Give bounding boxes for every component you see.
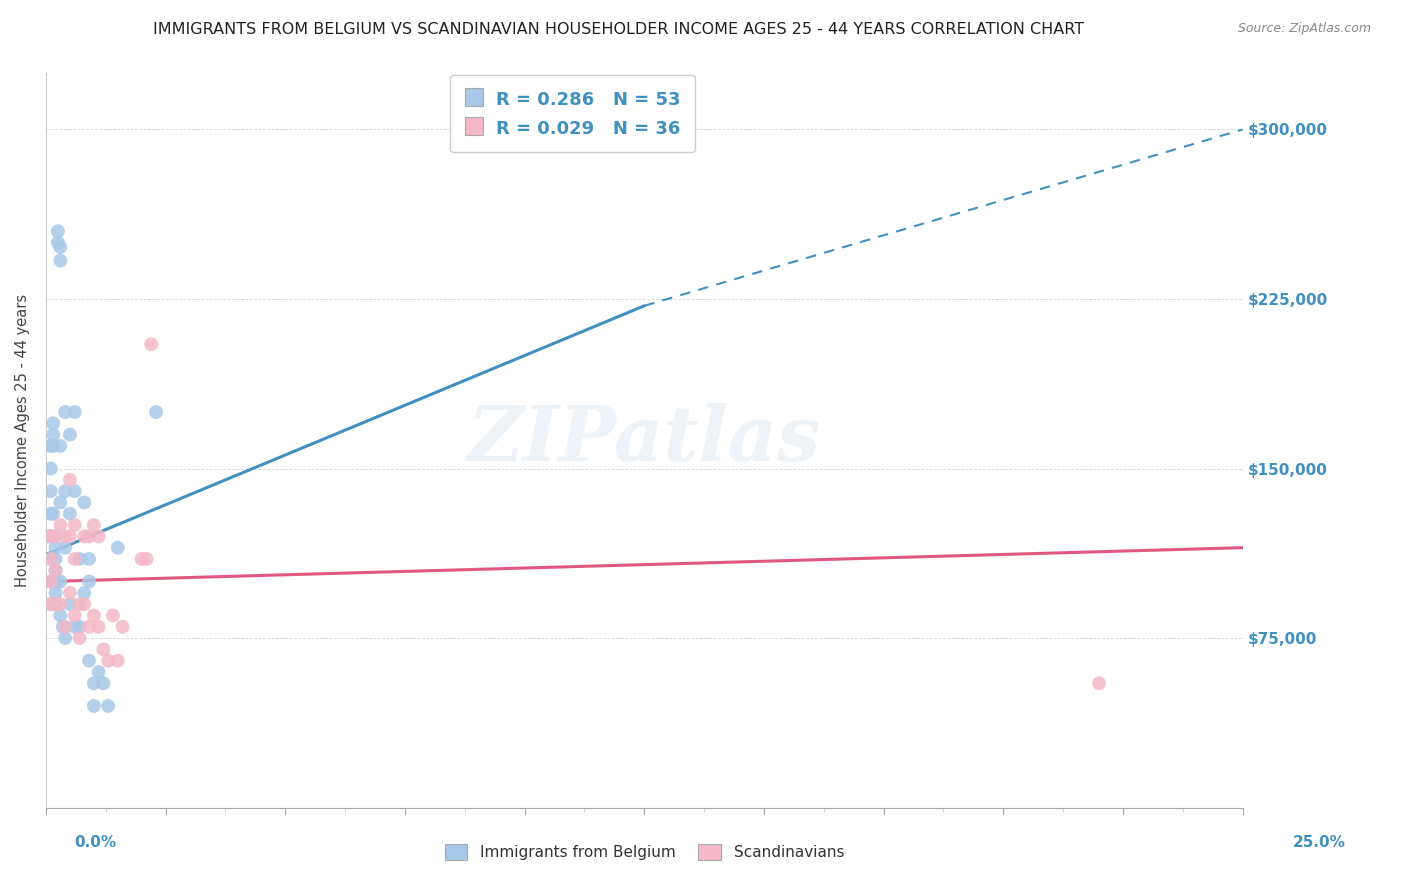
- Point: [101, 608, 124, 623]
- Point: [39, 597, 62, 611]
- Text: ZIPatlas: ZIPatlas: [468, 403, 821, 477]
- Point: [53, 529, 76, 543]
- Point: [59, 586, 82, 600]
- Point: [53, 405, 76, 419]
- Point: [45, 597, 67, 611]
- Point: [77, 620, 100, 634]
- Point: [49, 597, 72, 611]
- Point: [73, 529, 96, 543]
- Point: [45, 529, 67, 543]
- Point: [42, 529, 65, 543]
- Text: Source: ZipAtlas.com: Source: ZipAtlas.com: [1237, 22, 1371, 36]
- Point: [141, 337, 163, 351]
- Point: [45, 586, 67, 600]
- Point: [131, 552, 153, 566]
- Point: [39, 552, 62, 566]
- Point: [69, 597, 91, 611]
- Point: [39, 439, 62, 453]
- Point: [42, 507, 65, 521]
- Point: [53, 631, 76, 645]
- Point: [107, 541, 129, 555]
- Point: [59, 529, 82, 543]
- Point: [97, 654, 120, 668]
- Point: [42, 427, 65, 442]
- Point: [37, 529, 59, 543]
- Point: [77, 529, 100, 543]
- Point: [63, 484, 86, 499]
- Point: [45, 597, 67, 611]
- Point: [59, 473, 82, 487]
- Point: [45, 574, 67, 589]
- Point: [45, 563, 67, 577]
- Point: [49, 495, 72, 509]
- Point: [69, 631, 91, 645]
- Point: [39, 574, 62, 589]
- Point: [45, 552, 67, 566]
- Point: [53, 484, 76, 499]
- Point: [49, 574, 72, 589]
- Point: [73, 597, 96, 611]
- Point: [39, 529, 62, 543]
- Point: [93, 642, 115, 657]
- Point: [49, 518, 72, 533]
- Point: [77, 574, 100, 589]
- Point: [83, 608, 105, 623]
- Point: [69, 620, 91, 634]
- Point: [83, 676, 105, 690]
- Point: [77, 654, 100, 668]
- Point: [42, 417, 65, 431]
- Point: [46, 224, 69, 238]
- Text: 25.0%: 25.0%: [1292, 836, 1346, 850]
- Point: [53, 541, 76, 555]
- Point: [83, 518, 105, 533]
- Point: [46, 235, 69, 250]
- Point: [63, 620, 86, 634]
- Point: [73, 495, 96, 509]
- Point: [45, 541, 67, 555]
- Point: [63, 608, 86, 623]
- Point: [53, 620, 76, 634]
- Point: [42, 439, 65, 453]
- Point: [39, 552, 62, 566]
- Point: [107, 654, 129, 668]
- Point: [49, 253, 72, 268]
- Y-axis label: Householder Income Ages 25 - 44 years: Householder Income Ages 25 - 44 years: [15, 293, 30, 587]
- Text: IMMIGRANTS FROM BELGIUM VS SCANDINAVIAN HOUSEHOLDER INCOME AGES 25 - 44 YEARS CO: IMMIGRANTS FROM BELGIUM VS SCANDINAVIAN …: [153, 22, 1084, 37]
- Point: [59, 427, 82, 442]
- Point: [45, 563, 67, 577]
- Legend: R = 0.286   N = 53, R = 0.029   N = 36: R = 0.286 N = 53, R = 0.029 N = 36: [450, 75, 695, 153]
- Point: [52, 620, 75, 634]
- Point: [69, 552, 91, 566]
- Point: [39, 461, 62, 475]
- Point: [135, 552, 157, 566]
- Point: [73, 586, 96, 600]
- Point: [97, 698, 120, 713]
- Text: 0.0%: 0.0%: [75, 836, 117, 850]
- Point: [63, 518, 86, 533]
- Point: [63, 552, 86, 566]
- Point: [87, 529, 110, 543]
- Point: [49, 240, 72, 254]
- Point: [39, 529, 62, 543]
- Point: [111, 620, 134, 634]
- Point: [49, 439, 72, 453]
- Point: [83, 698, 105, 713]
- Point: [59, 597, 82, 611]
- Point: [145, 405, 167, 419]
- Point: [87, 665, 110, 679]
- Point: [1088, 676, 1111, 690]
- Point: [59, 507, 82, 521]
- Point: [77, 552, 100, 566]
- Point: [39, 484, 62, 499]
- Point: [93, 676, 115, 690]
- Point: [39, 574, 62, 589]
- Point: [87, 620, 110, 634]
- Point: [39, 507, 62, 521]
- Point: [39, 597, 62, 611]
- Point: [63, 405, 86, 419]
- Point: [49, 608, 72, 623]
